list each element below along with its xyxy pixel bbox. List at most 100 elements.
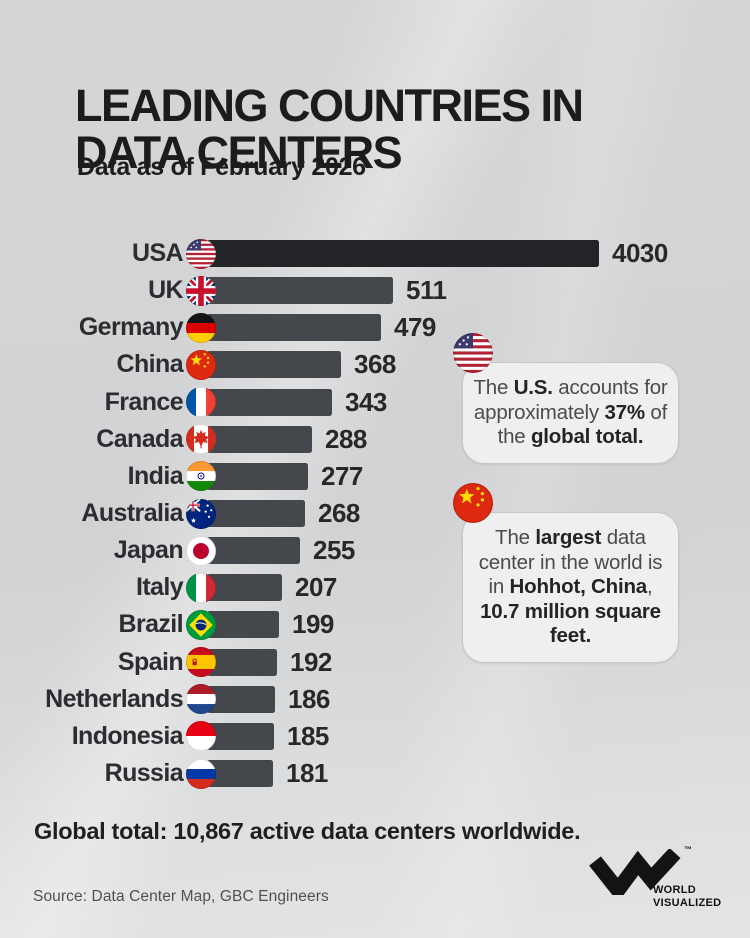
bar-row-spain: Spain 192 [35,644,740,681]
callout-emphasis: 10.7 million square feet. [480,599,661,648]
callout-text-segment: , [647,575,653,598]
callout-us-flag-holder [453,333,493,373]
bar-row-france: France 343 [35,384,740,421]
global-total-value: 10,867 [173,818,244,844]
bar-value: 368 [354,349,396,380]
bar-brazil [207,611,279,639]
flag-russia-icon [186,758,216,789]
flag-china-icon [453,483,493,523]
flag-india-icon [186,461,216,492]
flag-netherlands-holder [186,684,216,715]
bar-row-canada: Canada 288 [35,421,740,458]
flag-australia-holder [186,498,216,529]
country-label: France [104,387,184,416]
flag-uk-icon [186,275,216,306]
page-title: LEADING COUNTRIES IN DATA CENTERS [75,80,584,179]
callout-us-share-text: The U.S. accounts for approximately 37% … [473,376,667,448]
flag-japan-holder [186,535,216,566]
bar-value: 4030 [612,238,668,269]
country-label: China [116,350,184,379]
flag-china-holder [186,349,216,380]
flag-italy-icon [186,572,216,603]
trademark-symbol: ™ [684,845,692,854]
callout-text-segment: The [495,526,536,549]
flag-spain-icon [186,647,216,678]
bar-row-netherlands: Netherlands 186 [35,681,740,718]
bar-japan [207,537,300,565]
flag-japan-icon [186,535,216,566]
bar-row-russia: Russia 181 [35,755,740,792]
flag-russia-holder [186,758,216,789]
bar-value: 181 [286,758,328,789]
bar-value: 199 [292,609,334,640]
callout-largest-datacenter: The largest data center in the world is … [453,483,679,663]
callout-emphasis: Hohhot, China [509,575,648,598]
country-label: Germany [78,313,184,342]
flag-india-holder [186,461,216,492]
callout-largest-datacenter-text: The largest data center in the world is … [479,526,663,647]
flag-germany-holder [186,312,216,343]
bar-china [207,351,341,379]
country-label: Russia [104,759,184,788]
flag-uk-holder [186,275,216,306]
flag-spain-holder [186,647,216,678]
flag-brazil-icon [186,609,216,640]
callout-emphasis: 37% [604,400,645,424]
flag-usa-icon [453,333,493,373]
callout-emphasis: U.S. [513,376,553,399]
callout-text-segment: of the [497,400,668,449]
callout-text-segment: The [473,376,514,399]
bar-spain [207,648,277,676]
flag-indonesia-icon [186,721,216,752]
bar-australia [207,500,305,528]
bar-value: 185 [287,720,329,751]
logo-wordmark: WORLD VISUALIZED [653,884,721,909]
bar-value: 192 [290,646,332,677]
page-subtitle: Data as of February 2026 [77,153,366,181]
bar-germany [207,314,381,342]
flag-italy-holder [186,572,216,603]
bar-canada [207,425,312,453]
flag-australia-icon [186,498,216,529]
bar-value: 186 [288,683,330,714]
flag-usa-icon [186,238,216,269]
callout-text-segment: accounts for approximately [473,376,668,424]
flag-france-holder [186,387,216,418]
flag-indonesia-holder [186,721,216,752]
country-label: Brazil [118,610,184,639]
bar-indonesia [207,722,274,750]
callout-china-flag-holder [453,483,493,523]
country-label: UK [148,276,184,305]
country-label: Japan [113,536,184,565]
bar-row-india: India 277 [35,458,740,495]
world-visualized-logo: ™ WORLD VISUALIZED [588,845,728,920]
global-total-suffix: active data centers worldwide. [249,818,581,844]
logo-word-1: WORLD [653,884,697,896]
flag-germany-icon [186,312,216,343]
bar-row-china: China 368 [35,346,740,383]
bar-row-indonesia: Indonesia 185 [35,718,740,755]
country-label: India [127,461,184,490]
bar-row-brazil: Brazil 199 [35,606,740,643]
logo-word-2: VISUALIZED [653,896,722,909]
callout-emphasis: global total. [530,425,644,448]
page-title-line1: LEADING COUNTRIES IN [75,80,584,132]
bar-row-australia: Australia 268 [35,495,740,532]
bar-italy [207,574,282,602]
global-total-line: Global total: 10,867 active data centers… [34,818,581,845]
bar-row-uk: UK 511 [35,272,740,309]
flag-canada-holder [186,424,216,455]
country-label: Italy [135,573,184,602]
country-label: USA [132,239,184,268]
global-total-label: Global total: [34,818,168,844]
bar-value: 479 [394,312,436,343]
bar-value: 268 [318,498,360,529]
bar-usa [207,240,599,268]
flag-usa-holder [186,238,216,269]
page-title-line2: DATA CENTERS [75,127,403,179]
callout-text-segment: data center in the world is in [478,526,663,598]
bar-france [207,388,332,416]
source-credit: Source: Data Center Map, GBC Engineers [33,888,329,905]
bar-value: 343 [345,386,387,417]
bar-value: 277 [321,460,363,491]
